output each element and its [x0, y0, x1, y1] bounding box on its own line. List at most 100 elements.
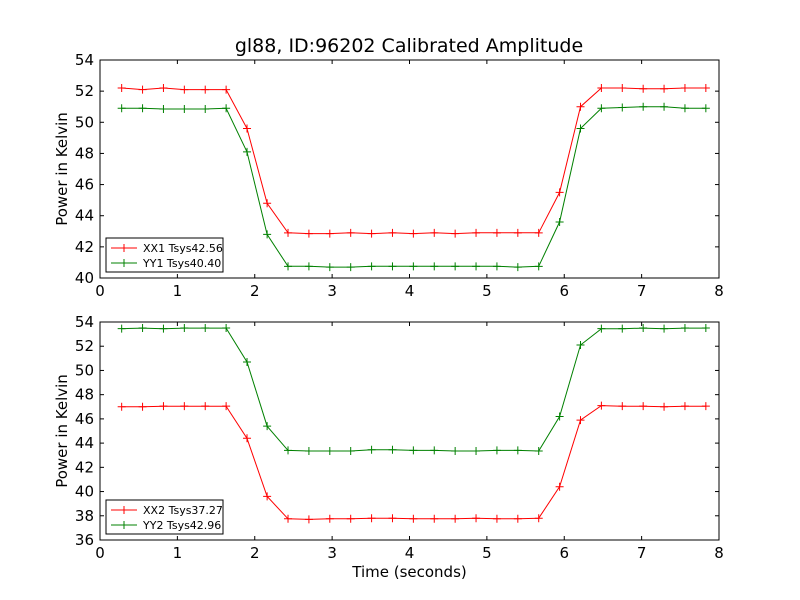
data-point [201, 105, 210, 114]
data-point [367, 514, 376, 523]
y-tick-label: 40 [75, 269, 94, 287]
data-point [534, 446, 543, 455]
data-point [263, 422, 272, 431]
data-point [472, 514, 481, 523]
data-point [680, 324, 689, 333]
data-point [409, 446, 418, 455]
legend-entry: XX2 Tsys37.27 [143, 504, 223, 517]
data-point [284, 228, 293, 237]
y-tick-label: 54 [75, 51, 94, 69]
legend-marker [120, 506, 128, 514]
data-point [513, 446, 522, 455]
data-point [660, 84, 669, 93]
x-tick-label: 2 [250, 544, 260, 562]
data-point [284, 446, 293, 455]
x-tick-label: 8 [714, 282, 724, 300]
legend-box [105, 499, 224, 535]
data-point [597, 104, 606, 113]
data-point [576, 416, 585, 425]
y-tick-label: 40 [75, 483, 94, 501]
data-point [430, 228, 439, 237]
y-tick-label: 44 [75, 207, 94, 225]
x-tick-label: 5 [482, 282, 492, 300]
data-point [346, 228, 355, 237]
data-point [639, 324, 648, 333]
data-point [243, 147, 252, 156]
y-tick-label: 48 [75, 386, 94, 404]
data-point [701, 84, 710, 93]
x-tick-label: 2 [250, 282, 260, 300]
data-point [639, 84, 648, 93]
data-point [346, 446, 355, 455]
data-point [159, 324, 168, 333]
y-tick-label: 50 [75, 361, 94, 379]
data-point [304, 262, 313, 271]
x-tick-label: 0 [95, 282, 105, 300]
x-tick-label: 7 [637, 282, 647, 300]
data-point [388, 514, 397, 523]
data-point [388, 228, 397, 237]
data-point [555, 188, 564, 197]
data-point [243, 124, 252, 133]
data-point [180, 85, 189, 94]
data-point [430, 446, 439, 455]
data-point [222, 85, 231, 94]
data-point [534, 262, 543, 271]
x-tick-label: 0 [95, 544, 105, 562]
data-point [576, 102, 585, 111]
data-point [680, 104, 689, 113]
data-point [117, 84, 126, 93]
data-point [284, 514, 293, 523]
data-point [325, 263, 334, 272]
data-point [472, 262, 481, 271]
data-point [555, 482, 564, 491]
series-line-yy [121, 327, 706, 452]
data-point [576, 341, 585, 350]
data-point [451, 514, 460, 523]
data-point [472, 446, 481, 455]
data-point [597, 84, 606, 93]
data-point [325, 229, 334, 238]
legend-marker [120, 259, 128, 267]
data-point [513, 263, 522, 272]
x-tick-label: 1 [173, 544, 183, 562]
data-point [180, 105, 189, 114]
data-point [222, 402, 231, 411]
data-point [367, 445, 376, 454]
data-point [534, 514, 543, 523]
y-tick-label: 44 [75, 434, 94, 452]
data-point [304, 229, 313, 238]
x-tick-label: 3 [327, 282, 337, 300]
data-point [138, 324, 147, 333]
legend-marker [120, 521, 128, 529]
y-axis-label: Power in Kelvin [53, 112, 71, 226]
data-point [138, 402, 147, 411]
legend-entry: YY2 Tsys42.96 [142, 519, 221, 532]
data-point [346, 514, 355, 523]
data-point [159, 402, 168, 411]
data-point [409, 262, 418, 271]
data-point [618, 324, 627, 333]
data-point [180, 402, 189, 411]
data-point [201, 324, 210, 333]
data-point [639, 402, 648, 411]
y-tick-label: 50 [75, 113, 94, 131]
data-point [388, 445, 397, 454]
data-point [138, 104, 147, 113]
y-tick-label: 52 [75, 337, 94, 355]
data-point [680, 84, 689, 93]
data-point [513, 514, 522, 523]
data-point [451, 262, 460, 271]
y-axis-label: Power in Kelvin [53, 374, 71, 488]
bottom-panel: 0 1 2 3 4 5 6 7 8 36 38 40 42 44 46 48 50 52 54 Power in Ke… [53, 313, 724, 581]
data-point [117, 324, 126, 333]
legend-box [105, 237, 224, 273]
data-point [701, 104, 710, 113]
data-point [263, 492, 272, 501]
data-point [639, 102, 648, 111]
data-point [201, 402, 210, 411]
data-point [117, 104, 126, 113]
x-axis-label: Time (seconds) [351, 563, 467, 581]
data-point [243, 434, 252, 443]
x-tick-label: 4 [405, 282, 415, 300]
